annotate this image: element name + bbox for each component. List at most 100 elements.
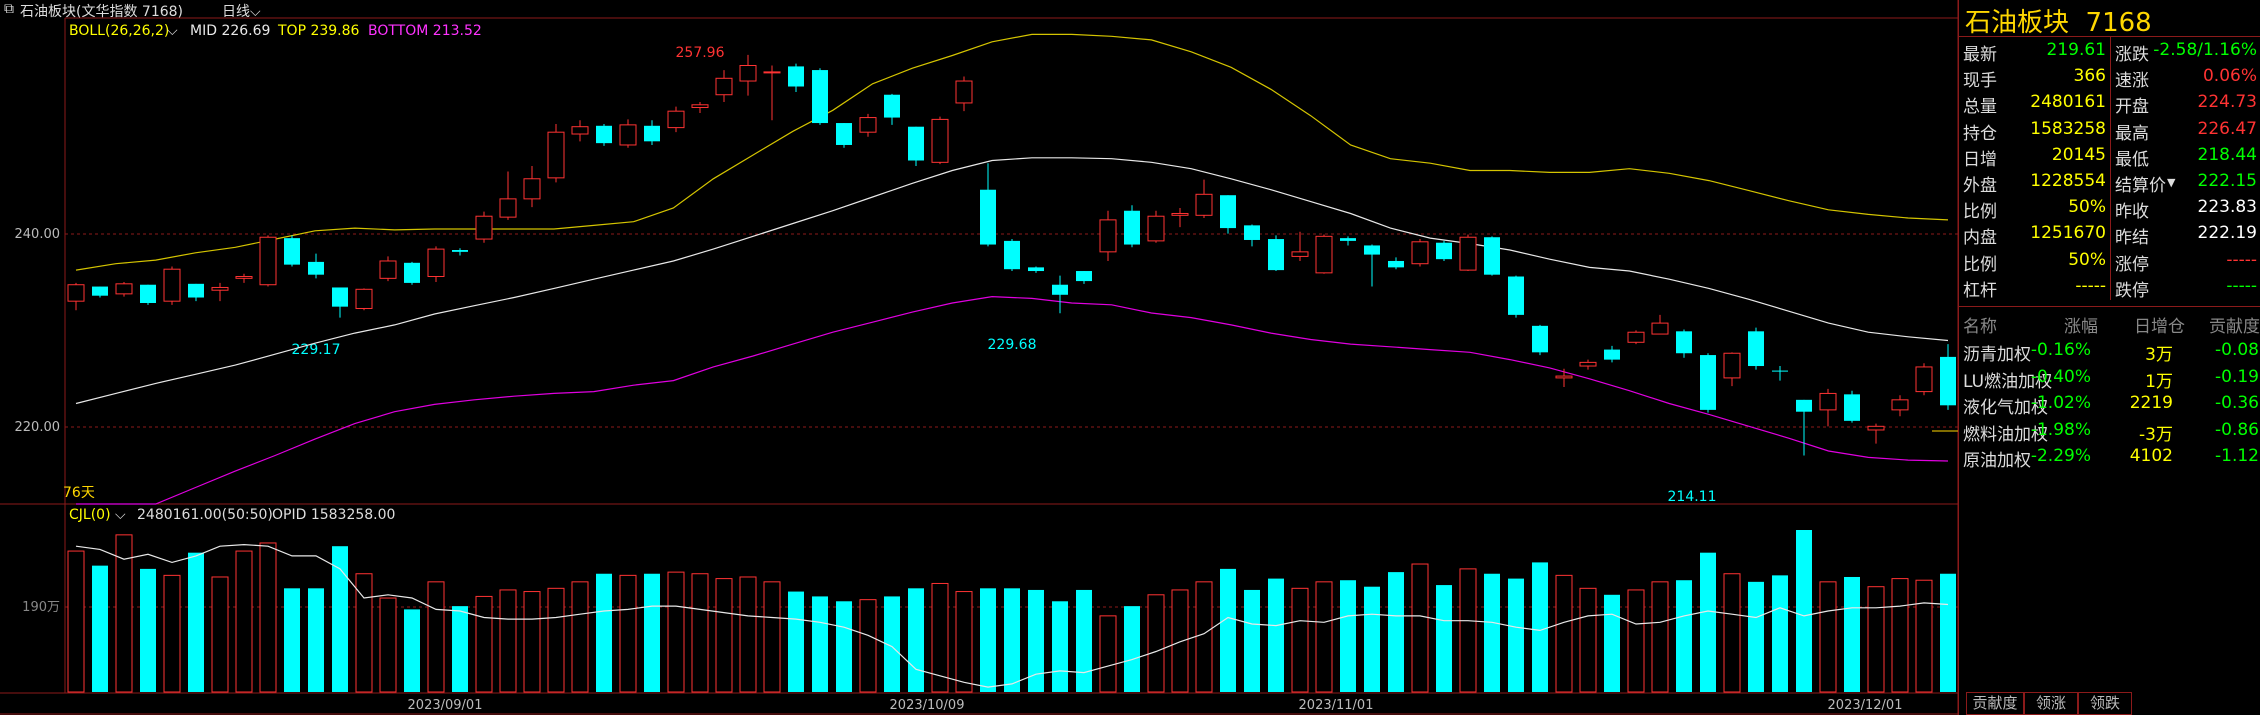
volume-bar <box>1676 580 1692 692</box>
volume-bar <box>1076 589 1092 692</box>
candle-body <box>691 104 709 109</box>
component-row[interactable]: 燃料油加权 -1.98% -3万 -0.86 <box>1959 418 2260 445</box>
candle <box>1124 205 1140 248</box>
component-name: 沥青加权 <box>1963 345 2031 365</box>
candle-body <box>1723 352 1741 379</box>
volume-bar <box>140 568 156 692</box>
volume-bar <box>1195 581 1213 693</box>
volume-bar <box>1651 581 1669 693</box>
candle-body <box>955 80 973 104</box>
candle <box>836 123 852 148</box>
candle <box>596 123 612 146</box>
candle <box>547 123 565 183</box>
volume-bars <box>67 530 1956 693</box>
window-restore-icon[interactable]: ⧉ <box>4 1 14 17</box>
chevron-down-icon[interactable]: ⌵ <box>167 23 178 39</box>
volume-bar <box>571 581 589 693</box>
boll-indicator-name[interactable]: BOLL(26,26,2) <box>69 23 169 39</box>
candle-body <box>1844 394 1860 421</box>
candle <box>475 211 493 243</box>
volume-bar <box>788 591 804 692</box>
candle <box>859 113 877 137</box>
component-change: -0.16% <box>2030 340 2091 360</box>
candle-body <box>1291 251 1309 257</box>
quote-label: 持仓 <box>1963 123 1997 144</box>
date-tick: 2023/09/01 <box>408 698 483 713</box>
candle-body <box>715 77 733 96</box>
quote-label: 昨收 <box>2115 202 2149 223</box>
volume-bar <box>691 573 709 693</box>
candle-body <box>1364 245 1380 255</box>
quote-value: 50% <box>2068 197 2106 218</box>
quote-label: 涨跌 <box>2115 45 2149 65</box>
candle-body <box>884 94 900 118</box>
volume-bar <box>955 591 973 693</box>
chevron-down-icon[interactable]: ⌵ <box>115 507 126 523</box>
candle <box>211 282 229 302</box>
candle-body <box>523 178 541 200</box>
tab-contribution[interactable]: 贡献度 <box>1966 692 2024 715</box>
candle-body <box>1651 322 1669 335</box>
volume-bar <box>1700 552 1716 692</box>
component-table-header: 名称 涨幅 日增仓 贡献度 <box>1963 317 2260 337</box>
candle-body <box>1099 219 1117 253</box>
boll-bottom-value: BOTTOM 213.52 <box>368 23 482 39</box>
quote-value: ----- <box>2226 249 2257 270</box>
candle <box>1411 239 1429 267</box>
quote-label: 最高 <box>2115 123 2149 144</box>
candle <box>1244 224 1260 247</box>
component-row[interactable]: 原油加权 -2.29% 4102 -1.12 <box>1959 444 2260 471</box>
component-row[interactable]: 沥青加权 -0.16% 3万 -0.08 <box>1959 338 2260 365</box>
candle <box>1676 329 1692 358</box>
days-label: 76天 <box>63 485 95 501</box>
candle <box>1195 179 1213 219</box>
candle <box>1508 275 1524 318</box>
candle <box>1028 266 1044 273</box>
volume-bar <box>836 601 852 692</box>
candle-body <box>1555 375 1573 379</box>
candle <box>499 171 517 220</box>
caret-down-icon[interactable]: ▼ <box>2167 176 2176 189</box>
candle <box>332 287 348 318</box>
bottom-tabs: 贡献度 领涨 领跌 <box>1958 692 2260 715</box>
kline-chart[interactable]: BOLL(26,26,2) ⌵ MID 226.69 TOP 239.86 BO… <box>0 0 1958 715</box>
tab-top-losers[interactable]: 领跌 <box>2078 692 2132 715</box>
candle-body <box>284 238 300 265</box>
component-contribution: -0.86 <box>2215 419 2259 440</box>
volume-bar <box>1796 530 1812 692</box>
quote-value: 222.15 <box>2197 171 2257 191</box>
volume-bar <box>644 573 660 692</box>
volume-bar <box>884 596 900 692</box>
candle-body <box>1124 210 1140 245</box>
volume-bar <box>1867 586 1885 693</box>
candle <box>763 65 781 121</box>
component-contribution: -0.36 <box>2215 393 2259 413</box>
candle-body <box>1268 239 1284 271</box>
candle <box>284 235 300 267</box>
tab-top-gainers[interactable]: 领涨 <box>2024 692 2078 715</box>
period-selector[interactable]: 日线⌵ <box>222 4 261 20</box>
component-contribution: -1.12 <box>2215 446 2259 466</box>
candle <box>1532 324 1548 356</box>
candle-body <box>644 125 660 142</box>
component-row[interactable]: LU燃油加权 -0.40% 1万 -0.19 <box>1959 365 2260 392</box>
volume-bar <box>427 581 445 693</box>
quote-value: 218.44 <box>2197 144 2257 165</box>
chart-frame <box>0 0 1958 715</box>
candle <box>1867 423 1885 444</box>
candle <box>571 120 589 142</box>
vol-indicator-name[interactable]: CJL(0) <box>69 507 111 523</box>
quote-label: 涨停 <box>2115 254 2149 275</box>
quote-label: 跌停 <box>2115 280 2149 301</box>
component-row[interactable]: 液化气加权 -1.02% 2219 -0.36 <box>1959 391 2260 418</box>
component-oi-change: 2219 <box>2129 393 2173 413</box>
component-name: LU燃油加权 <box>1963 371 2053 392</box>
quote-value: ----- <box>2226 275 2257 296</box>
volume-bar <box>667 571 685 693</box>
quote-label: 速涨 <box>2115 71 2149 92</box>
volume-bar <box>1484 573 1500 692</box>
volume-bar <box>332 546 348 692</box>
candle-body <box>788 66 804 87</box>
volume-bar <box>715 578 733 693</box>
vol-value: 2480161.00(50:50) <box>137 507 273 523</box>
